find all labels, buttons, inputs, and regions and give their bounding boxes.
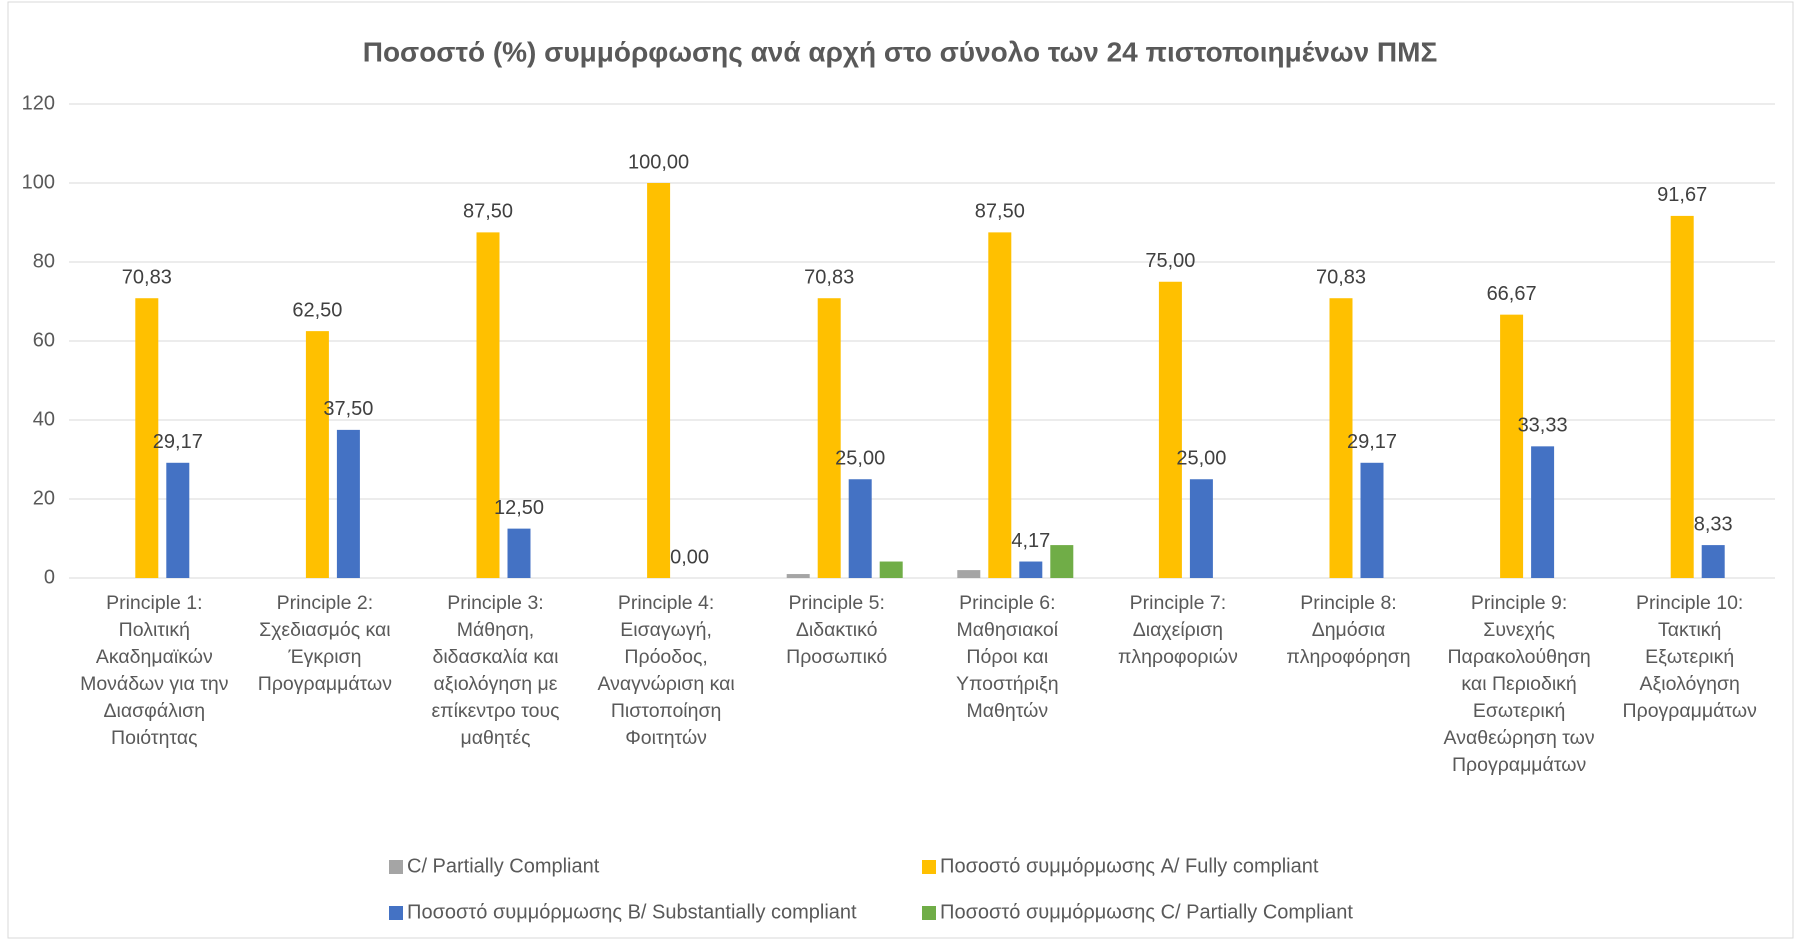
legend-swatch [389, 906, 403, 920]
data-label: 29,17 [153, 431, 203, 453]
x-tick-label: Principle 10: Τακτική Εξωτερική Αξιολόγη… [1622, 592, 1757, 722]
bar [786, 574, 810, 578]
bar [647, 183, 671, 578]
data-label: 70,83 [804, 267, 854, 289]
bar [336, 429, 360, 578]
data-label: 8,33 [1694, 513, 1733, 535]
y-tick-label: 40 [33, 408, 55, 430]
legend-label: Ποσοστό συμμόρμωσης A/ Fully compliant [940, 855, 1319, 877]
bar [1329, 298, 1353, 578]
bar [305, 331, 329, 578]
x-tick-label: Principle 2: Σχεδιασμός και Έγκριση Προγ… [257, 592, 393, 695]
x-tick-label: Principle 5: Διδακτικό Προσωπικό [786, 592, 888, 668]
data-label: 25,00 [835, 448, 885, 470]
data-label: 87,50 [975, 201, 1025, 223]
data-label: 100,00 [628, 151, 689, 173]
data-label: 4,17 [1011, 530, 1050, 552]
data-label: 66,67 [1487, 283, 1537, 305]
x-tick-label: Principle 6: Μαθησιακοί Πόροι και Υποστή… [955, 592, 1059, 722]
bar [1019, 561, 1043, 578]
y-tick-label: 80 [33, 250, 55, 272]
bar [1189, 479, 1213, 578]
legend-label: C/ Partially Compliant [407, 855, 600, 877]
bar [1500, 314, 1524, 578]
data-label: 0,00 [670, 546, 709, 568]
bar [1360, 462, 1384, 578]
data-label: 37,50 [323, 398, 373, 420]
x-tick-label: Principle 7: Διαχείριση πληροφοριών [1117, 592, 1238, 668]
bar [166, 462, 190, 578]
bar [507, 528, 531, 578]
data-label: 70,83 [122, 267, 172, 289]
legend-swatch [922, 860, 936, 874]
x-tick-label: Principle 3: Μάθηση, διδασκαλία και αξιο… [431, 592, 560, 749]
x-tick-label: Principle 4: Εισαγωγή, Πρόοδος, Αναγνώρι… [597, 592, 735, 749]
data-label: 12,50 [494, 497, 544, 519]
data-label: 91,67 [1657, 184, 1707, 206]
bar [988, 232, 1012, 578]
x-tick-label: Principle 1: Πολιτική Ακαδημαϊκών Μονάδω… [80, 592, 229, 749]
chart-title: Ποσοστό (%) συμμόρφωσης ανά αρχή στο σύν… [363, 36, 1438, 67]
bar [879, 561, 903, 578]
bar [1670, 215, 1694, 578]
data-label: 87,50 [463, 201, 513, 223]
x-tick-label: Principle 8: Δημόσια πληροφόρηση [1286, 592, 1411, 668]
data-label: 75,00 [1145, 250, 1195, 272]
bar [848, 479, 872, 578]
data-label: 70,83 [1316, 267, 1366, 289]
legend-swatch [389, 860, 403, 874]
data-label: 33,33 [1518, 415, 1568, 437]
data-label: 25,00 [1176, 448, 1226, 470]
bar [135, 298, 159, 578]
legend-label: Ποσοστό συμμόρμωσης C/ Partially Complia… [940, 901, 1353, 923]
bar [1158, 281, 1182, 578]
y-tick-label: 60 [33, 329, 55, 351]
bar [1701, 545, 1725, 578]
y-tick-label: 0 [44, 566, 55, 588]
y-tick-label: 20 [33, 487, 55, 509]
data-label: 62,50 [292, 299, 342, 321]
legend-swatch [922, 906, 936, 920]
y-tick-label: 100 [22, 171, 55, 193]
bar [957, 570, 981, 578]
bar [817, 298, 841, 578]
bar [476, 232, 500, 578]
chart-border [7, 1, 1794, 939]
x-tick-label: Principle 9: Συνεχής Παρακολούθηση και Π… [1443, 592, 1595, 776]
legend-label: Ποσοστό συμμόρμωσης B/ Substantially com… [407, 901, 857, 923]
bar [1531, 446, 1555, 578]
y-tick-label: 120 [22, 92, 55, 114]
bar [1050, 545, 1074, 578]
data-label: 29,17 [1347, 431, 1397, 453]
